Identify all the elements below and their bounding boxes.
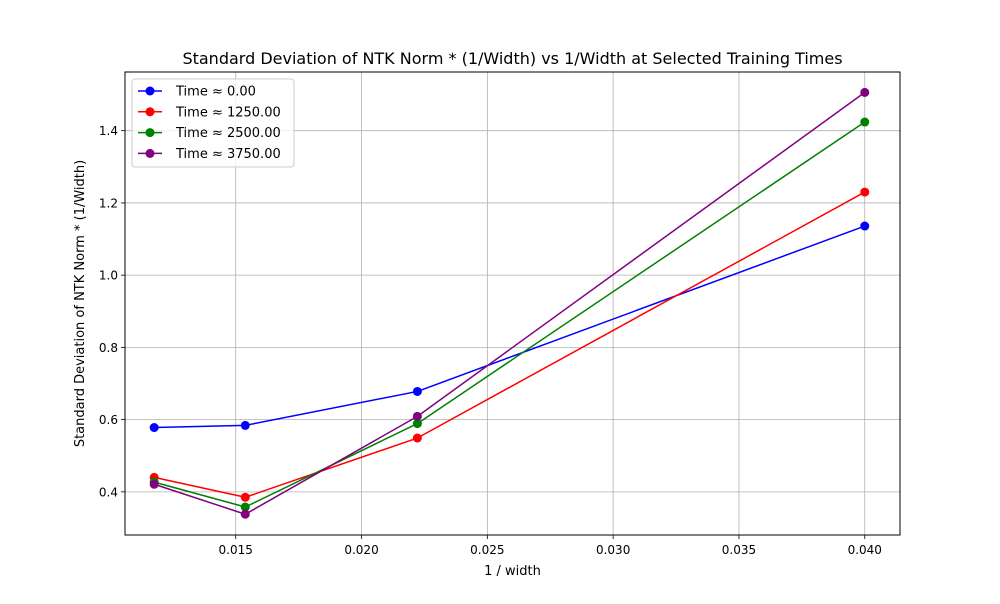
data-point — [240, 420, 250, 430]
legend-box — [131, 78, 295, 168]
x-axis: 0.015 0.020 0.025 0.030 0.035 0.040 — [219, 535, 882, 557]
y-tick-label: 0.6 — [99, 413, 118, 427]
legend-label: Time ≈ 2500.00 — [175, 126, 281, 141]
x-tick-label: 0.030 — [596, 543, 630, 557]
series-line-2 — [154, 191, 866, 499]
data-point — [860, 187, 870, 197]
data-point — [240, 502, 250, 512]
data-point — [860, 117, 870, 127]
data-point — [860, 221, 870, 231]
y-axis: 0.4 0.6 0.8 1.0 1.2 1.4 — [99, 124, 125, 499]
data-point — [240, 492, 250, 502]
data-point — [412, 411, 422, 421]
y-axis-label: Standard Deviation of NTK Norm * (1/Widt… — [73, 160, 88, 447]
data-point — [240, 509, 250, 519]
y-tick-label: 1.4 — [99, 124, 118, 138]
x-tick-label: 0.020 — [344, 543, 378, 557]
data-point — [412, 433, 422, 443]
legend-marker — [145, 128, 155, 138]
y-tick-label: 0.4 — [99, 485, 118, 499]
data-point — [149, 423, 159, 433]
legend-marker — [145, 86, 155, 96]
y-tick-label: 1.2 — [99, 196, 118, 210]
legend-label: Time ≈ 3750.00 — [175, 147, 281, 162]
data-point — [860, 87, 870, 97]
x-axis-label: 1 / width — [484, 564, 541, 579]
series-line-4 — [153, 91, 866, 515]
y-tick-label: 0.8 — [99, 341, 118, 355]
legend-label: Time ≈ 1250.00 — [175, 105, 281, 120]
legend-label: Time ≈ 0.00 — [175, 85, 256, 100]
series-layer — [149, 87, 870, 519]
data-point — [149, 479, 159, 489]
plot-frame — [124, 71, 901, 536]
y-tick-label: 1.0 — [99, 269, 118, 283]
legend: Time ≈ 0.00 Time ≈ 1250.00 Time ≈ 2500.00 T… — [131, 78, 295, 168]
x-tick-label: 0.015 — [219, 543, 253, 557]
chart-title: Standard Deviation of NTK Norm * (1/Widt… — [182, 49, 842, 68]
x-tick-label: 0.040 — [848, 543, 882, 557]
x-tick-label: 0.035 — [722, 543, 756, 557]
legend-marker — [145, 148, 155, 158]
x-tick-label: 0.025 — [470, 543, 504, 557]
legend-marker — [145, 107, 155, 117]
data-point — [412, 386, 422, 396]
series-line-1 — [154, 225, 866, 429]
grid — [125, 72, 900, 535]
data-point — [412, 419, 422, 429]
